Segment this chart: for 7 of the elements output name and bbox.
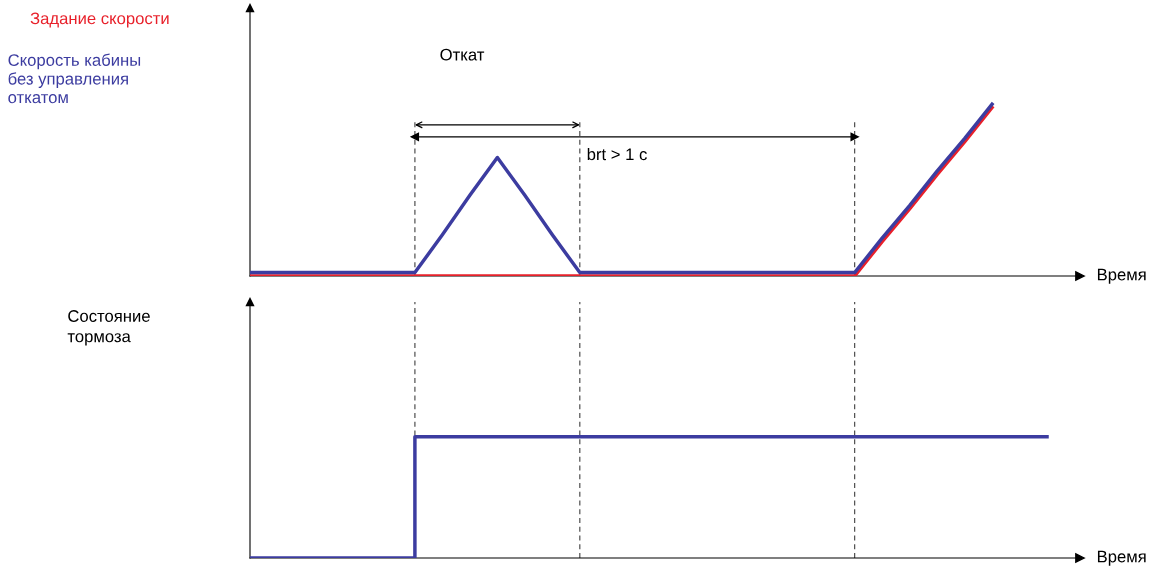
x-axis-title: Время	[1097, 550, 1146, 566]
x-axis-title: Время	[1097, 268, 1146, 284]
annotation: brt > 1 с	[587, 147, 647, 161]
text: Задание скорости	[30, 12, 169, 28]
y-axis-title: Состояние тормоза	[67, 310, 150, 346]
text: Откат	[440, 48, 485, 61]
text: Скорость кабины без управления откатом	[8, 53, 141, 104]
